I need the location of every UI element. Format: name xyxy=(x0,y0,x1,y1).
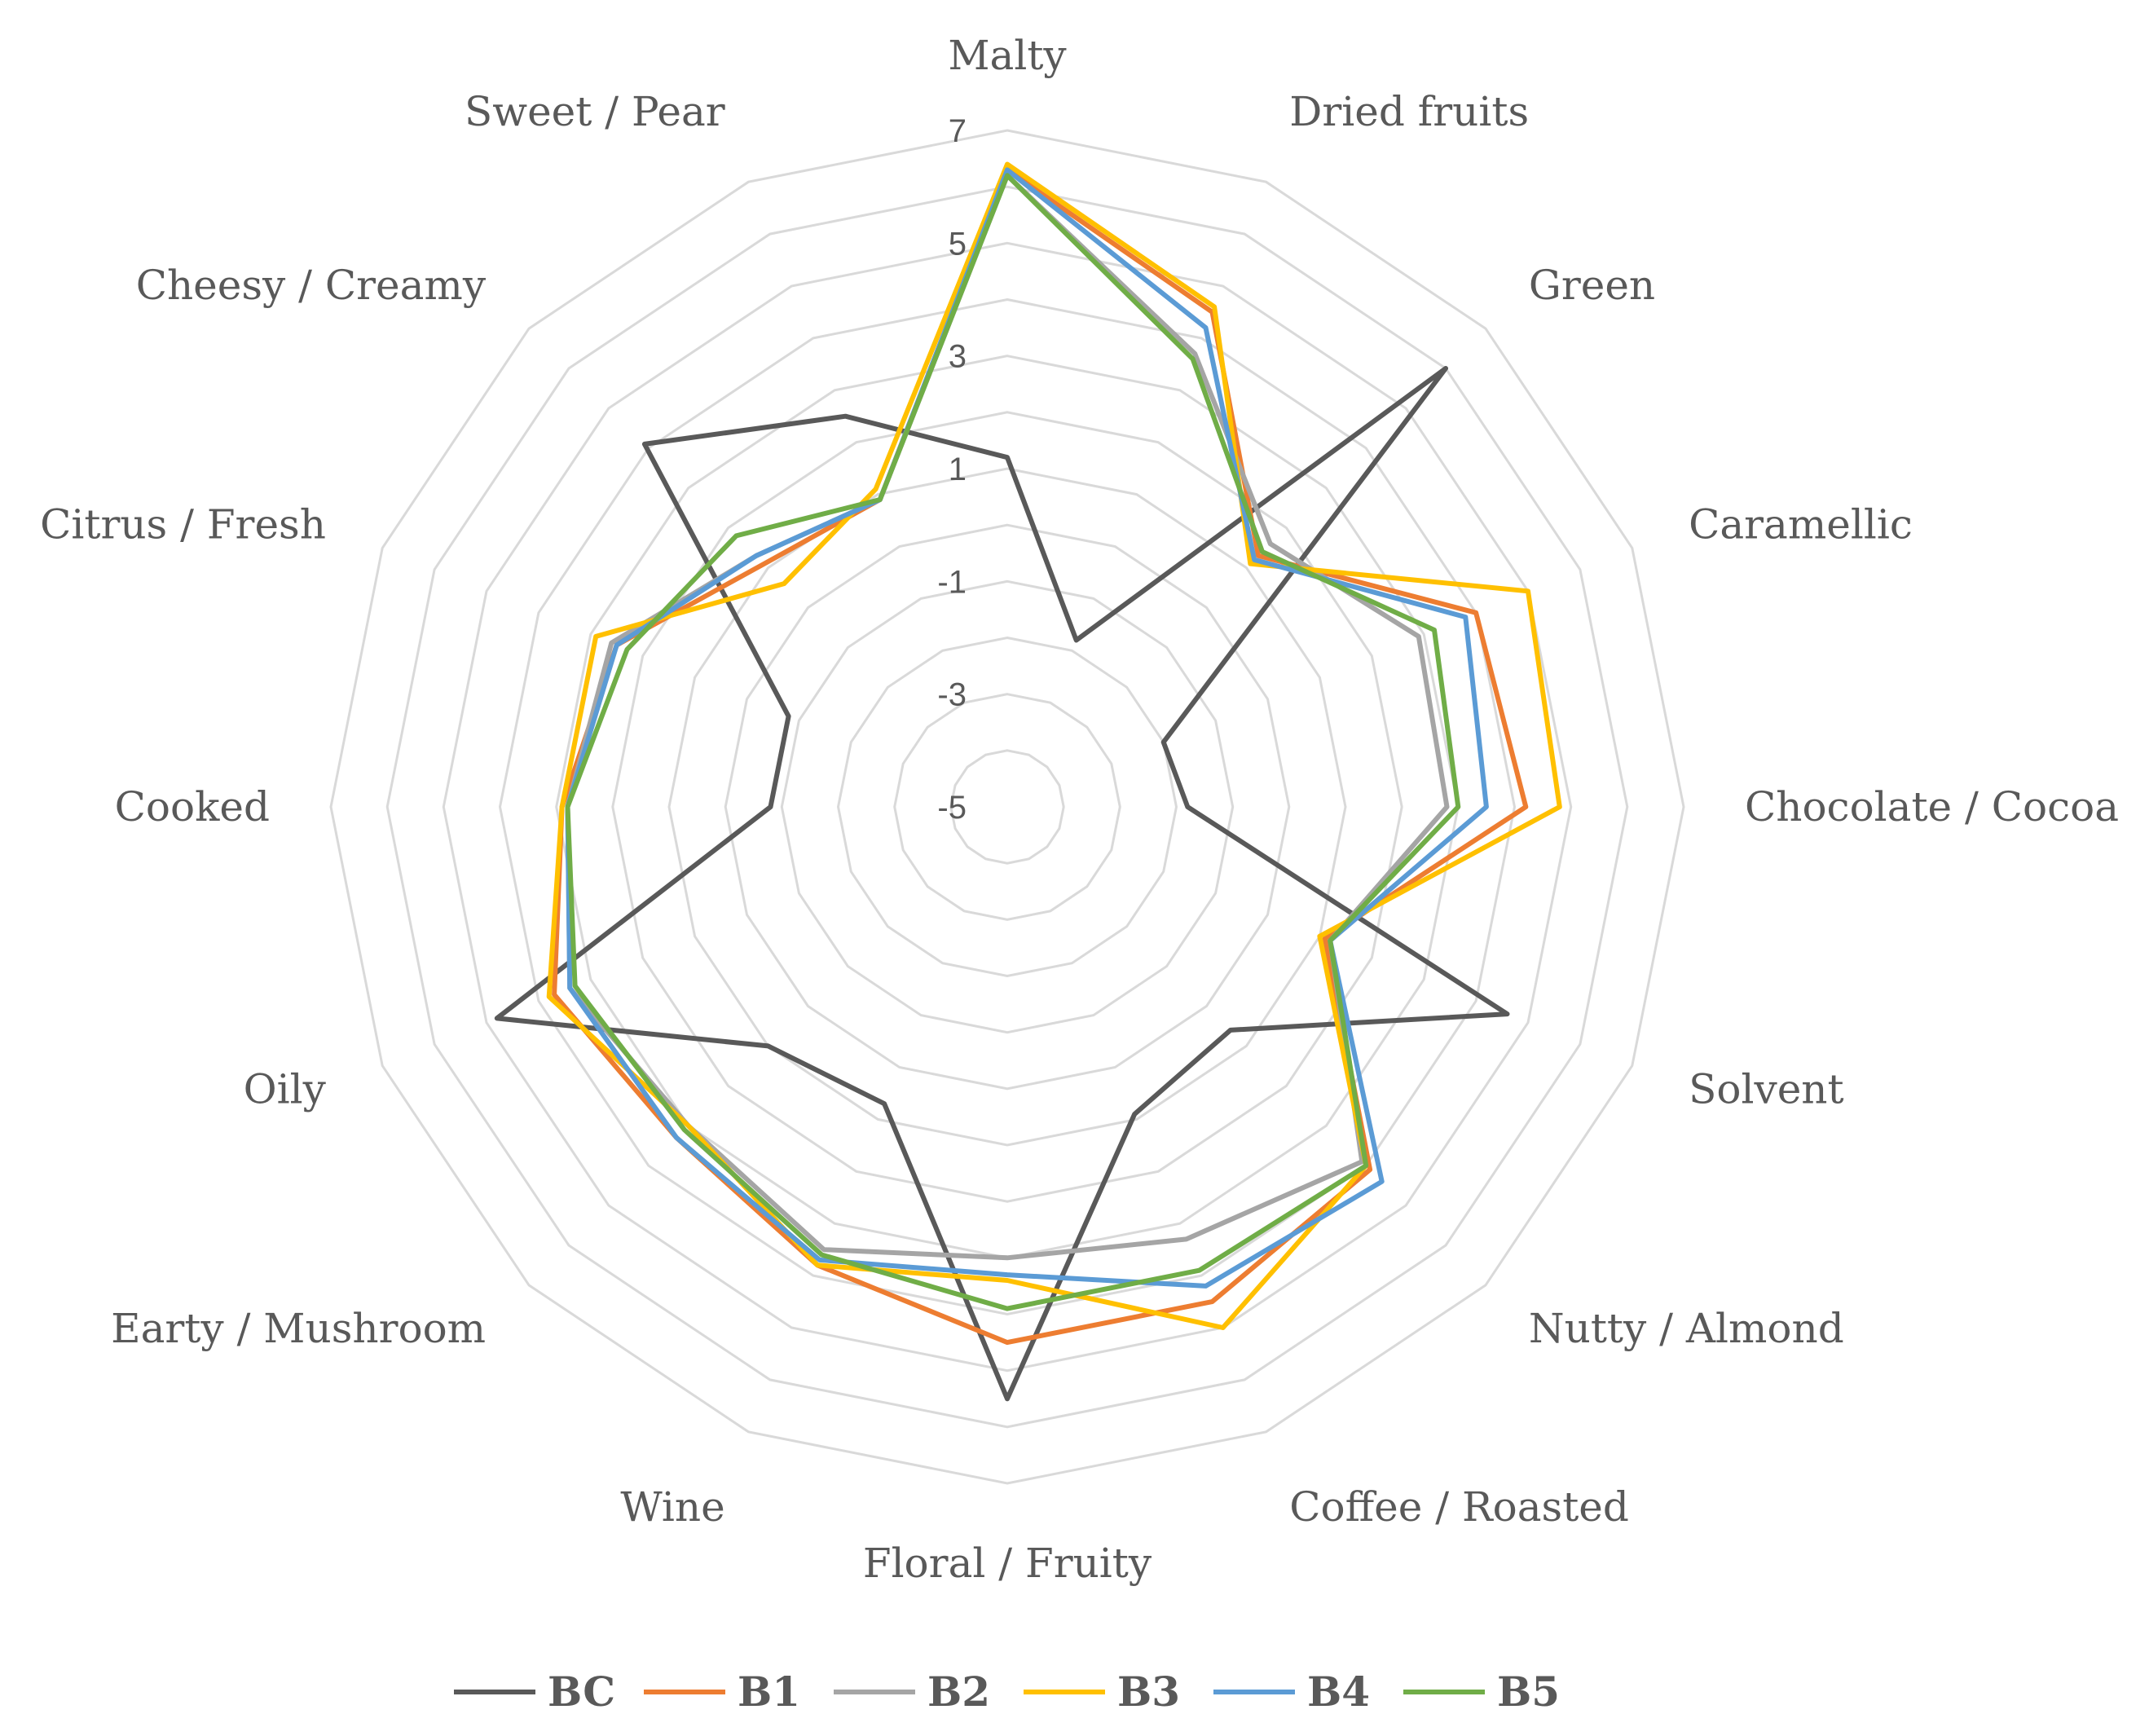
grid-ring xyxy=(385,185,1629,1429)
category-label: Malty xyxy=(948,32,1067,79)
grid-ring xyxy=(836,636,1178,978)
category-label: Sweet / Pear xyxy=(465,88,725,135)
grid-ring xyxy=(611,411,1403,1203)
grid-ring xyxy=(498,297,1517,1316)
legend-label: B4 xyxy=(1307,1668,1370,1716)
category-label: Chocolate / Cocoa xyxy=(1745,783,2119,831)
category-label: Coffee / Roasted xyxy=(1289,1483,1629,1531)
tick-label: -1 xyxy=(937,564,967,600)
legend-label: B5 xyxy=(1497,1668,1560,1716)
grid-ring xyxy=(667,467,1347,1147)
legend-label: B3 xyxy=(1117,1668,1180,1716)
tick-label: -5 xyxy=(937,790,967,826)
series-line-b2 xyxy=(565,173,1450,1261)
legend: BC B1 B2 B3 B4 B5 xyxy=(454,1668,1560,1716)
category-label: Dried fruits xyxy=(1289,88,1529,135)
tick-label: 5 xyxy=(949,226,967,262)
category-label: Floral / Fruity xyxy=(863,1540,1152,1587)
legend-label: B1 xyxy=(738,1668,800,1716)
series-lines xyxy=(494,161,1562,1402)
category-label: Wine xyxy=(620,1483,724,1531)
grid-ring xyxy=(442,241,1573,1372)
legend-label: B2 xyxy=(927,1668,990,1716)
category-label: Citrus / Fresh xyxy=(40,501,326,549)
series-line-b5 xyxy=(565,173,1461,1311)
category-label: Cooked xyxy=(115,783,270,831)
category-labels: Malty Dried fruits Green Caramellic Chocolat… xyxy=(40,32,2119,1587)
series-line-b3 xyxy=(546,161,1562,1330)
series-line-b4 xyxy=(565,167,1489,1289)
category-label: Solvent xyxy=(1689,1065,1843,1113)
grid-ring xyxy=(949,749,1065,865)
grid-ring xyxy=(780,579,1235,1034)
category-label: Nutty / Almond xyxy=(1529,1305,1844,1352)
category-label: Oily xyxy=(244,1065,327,1113)
category-label: Earty / Mushroom xyxy=(111,1305,486,1352)
tick-label: -3 xyxy=(937,677,967,713)
tick-label: 3 xyxy=(949,339,967,375)
radial-tick-labels: -5 -3 -1 1 3 5 7 xyxy=(937,113,967,826)
legend-label: BC xyxy=(548,1668,615,1716)
grid-ring xyxy=(893,693,1121,921)
tick-label: 1 xyxy=(949,452,967,487)
series-line-bc xyxy=(494,366,1510,1402)
grid-ring xyxy=(329,129,1685,1485)
radar-grid xyxy=(329,129,1685,1485)
category-label: Green xyxy=(1529,262,1655,309)
category-label: Caramellic xyxy=(1689,501,1913,549)
grid-ring xyxy=(555,355,1460,1259)
grid-ring xyxy=(724,523,1291,1091)
category-label: Cheesy / Creamy xyxy=(136,262,487,309)
tick-label: 7 xyxy=(949,113,967,149)
